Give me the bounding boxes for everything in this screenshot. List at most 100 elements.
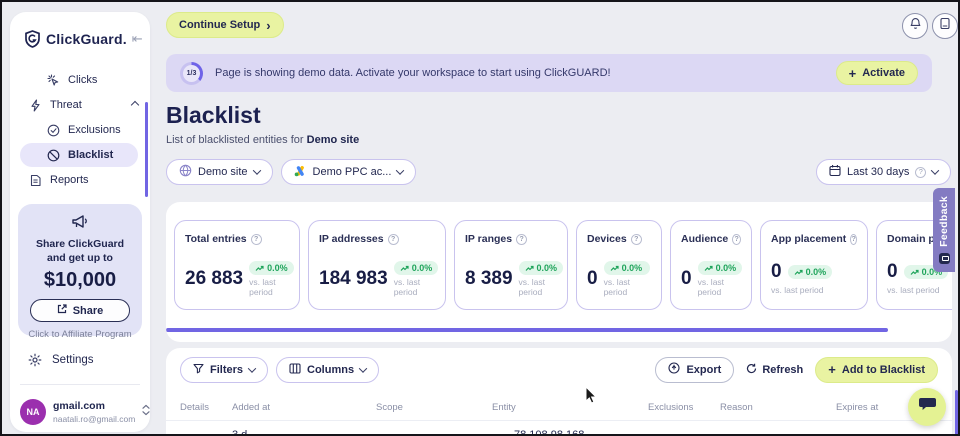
sidebar-item-threat[interactable]: Threat (20, 93, 140, 117)
help-icon[interactable]: ? (915, 166, 927, 178)
trend-up-icon (704, 265, 713, 271)
page-vertical-scrollbar[interactable] (955, 390, 958, 434)
columns-label: Columns (307, 363, 355, 376)
trend-up-icon (255, 265, 264, 271)
account-selector-dropdown[interactable]: Demo PPC ac... (280, 159, 417, 185)
site-selector-value: Demo site (198, 166, 248, 178)
trend-badge: 0.0% (697, 261, 743, 275)
settings-label: Settings (52, 354, 94, 366)
globe-icon (179, 164, 192, 180)
trend-up-icon (525, 265, 534, 271)
download-icon (668, 362, 681, 377)
affiliate-share-card[interactable]: Share ClickGuard and get up to $10,000 S… (18, 204, 142, 340)
funnel-icon (193, 363, 204, 377)
trend-badge: 0.0% (603, 261, 650, 275)
trend-up-icon (794, 269, 803, 275)
refresh-button[interactable]: Refresh (746, 363, 803, 377)
stat-label: Devices (587, 233, 627, 245)
sidebar-item-blacklist[interactable]: Blacklist (20, 143, 138, 167)
stat-vs-label: vs. last period (393, 277, 421, 298)
sidebar-collapse-icon[interactable]: ⇤ (131, 31, 143, 46)
app-logo-text: ClickGuard. (46, 31, 127, 47)
demo-data-banner: 1/3 Page is showing demo data. Activate … (166, 54, 932, 92)
column-header-added-at: Added at (232, 402, 271, 413)
gear-icon (28, 353, 42, 367)
sidebar-item-label: Clicks (68, 74, 98, 86)
stats-horizontal-scrollbar[interactable] (166, 328, 888, 332)
setup-progress-ring: 1/3 (180, 61, 203, 85)
trend-up-icon (610, 265, 619, 271)
chevron-down-icon (396, 166, 405, 175)
sidebar-item-settings[interactable]: Settings (28, 353, 94, 367)
bell-icon (909, 17, 922, 35)
calendar-icon (829, 164, 841, 180)
account-selector-value: Demo PPC ac... (312, 166, 392, 178)
refresh-label: Refresh (762, 363, 804, 376)
google-ads-icon (294, 165, 307, 180)
stat-vs-label: vs. last period (518, 277, 545, 298)
date-range-dropdown[interactable]: Last 30 days ? (816, 159, 952, 185)
stat-card-audience: Audience? 0 0.0% vs. last period (670, 220, 752, 310)
stat-vs-label: vs. last period (887, 285, 940, 295)
page-subtitle-text: List of blacklisted entities for (166, 134, 304, 146)
stat-label: App placement (771, 233, 847, 245)
table-header-divider (166, 420, 952, 421)
stat-vs-label: vs. last period (249, 277, 276, 298)
help-icon[interactable]: ? (387, 233, 399, 245)
trend-badge: 0.0% (249, 261, 294, 275)
help-icon[interactable]: ? (516, 233, 528, 245)
chevron-down-icon (931, 166, 940, 175)
chevron-right-icon: › (266, 17, 271, 33)
stat-value: 8 389 (465, 268, 513, 290)
help-icon[interactable]: ? (630, 233, 642, 245)
stat-value: 0 (587, 268, 598, 290)
chevron-down-icon (247, 363, 257, 373)
stat-value: 0 (681, 268, 692, 290)
sidebar-scrollbar[interactable] (145, 102, 148, 197)
feedback-tab[interactable]: Feedback (933, 188, 955, 272)
docs-button[interactable] (932, 13, 958, 39)
export-button[interactable]: Export (655, 356, 735, 383)
stat-card-devices: Devices? 0 0.0% vs. last period (576, 220, 662, 310)
plus-icon: + (828, 362, 836, 377)
share-footer: Click to Affiliate Program (28, 329, 132, 341)
chat-bubble-icon (918, 396, 937, 418)
block-icon (46, 148, 60, 162)
sidebar-item-reports[interactable]: Reports (20, 168, 138, 192)
setup-progress-label: 1/3 (183, 64, 200, 82)
filters-label: Filters (210, 363, 244, 376)
trend-badge: 0.0% (518, 261, 564, 275)
date-range-value: Last 30 days (847, 166, 910, 178)
help-icon[interactable]: ? (732, 233, 741, 245)
column-header-expires-at: Expires at (836, 402, 879, 413)
share-button[interactable]: Share (30, 299, 130, 323)
cell-added-at: 3 d (232, 429, 248, 436)
help-icon[interactable]: ? (850, 233, 857, 245)
site-selector-dropdown[interactable]: Demo site (166, 159, 273, 185)
notifications-button[interactable] (902, 13, 928, 39)
sidebar-item-exclusions[interactable]: Exclusions (20, 118, 138, 142)
continue-setup-button[interactable]: Continue Setup › (166, 12, 284, 38)
click-cursor-icon (46, 73, 60, 87)
stat-card-ip-addresses: IP addresses? 184 983 0.0% vs. last peri… (308, 220, 446, 310)
add-to-blacklist-label: Add to Blacklist (841, 363, 925, 376)
chat-widget-button[interactable] (908, 388, 946, 426)
chevron-up-icon (130, 100, 140, 110)
activate-label: Activate (862, 67, 905, 79)
share-button-label: Share (72, 304, 104, 317)
stat-vs-label: vs. last period (771, 285, 824, 295)
stat-card-total-entries: Total entries? 26 883 0.0% vs. last peri… (174, 220, 300, 310)
activate-button[interactable]: + Activate (835, 61, 918, 85)
stat-card-ip-ranges: IP ranges? 8 389 0.0% vs. last period (454, 220, 568, 310)
sidebar-item-clicks[interactable]: Clicks (20, 68, 138, 92)
add-to-blacklist-button[interactable]: + Add to Blacklist (815, 356, 938, 383)
user-menu[interactable]: NA gmail.com naatali.ro@gmail.com (20, 396, 150, 428)
table-header-row: Details Added at Scope Entity Exclusions… (166, 402, 952, 420)
help-icon[interactable]: ? (250, 233, 262, 245)
sidebar-item-label: Reports (50, 174, 89, 186)
trend-badge: 0.0% (787, 265, 833, 279)
page-subtitle: List of blacklisted entities for Demo si… (166, 134, 359, 146)
filters-dropdown[interactable]: Filters (180, 356, 269, 383)
columns-dropdown[interactable]: Columns (276, 356, 380, 383)
columns-icon (289, 362, 301, 377)
